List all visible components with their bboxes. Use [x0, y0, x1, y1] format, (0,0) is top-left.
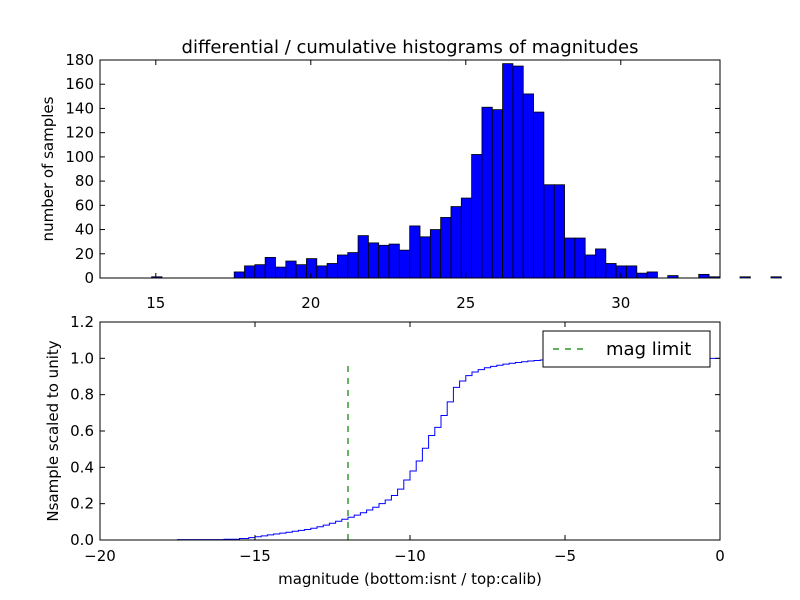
y-tick-label: 0.0 — [70, 531, 94, 549]
histogram-bar — [357, 235, 369, 279]
cumulative-ylabel: Nsample scaled to unity — [44, 340, 62, 521]
histogram-bar — [440, 217, 452, 279]
y-tick-label: 0.6 — [70, 422, 94, 440]
y-tick-label: 0.8 — [70, 386, 94, 404]
histogram-bar — [626, 265, 638, 279]
legend: mag limit — [542, 330, 711, 368]
histogram-bar — [533, 111, 545, 279]
histogram-bar — [584, 254, 596, 279]
histogram-ticks: 0 20 40 60 80 100 120 140 160 180 15 20 25 30 — [65, 51, 720, 312]
legend-label-mag-limit: mag limit — [606, 339, 691, 360]
histogram-bar — [316, 265, 328, 279]
histogram-bar — [409, 225, 421, 279]
histogram-bar — [429, 229, 442, 279]
histogram-bar — [398, 249, 411, 279]
histogram-bar — [254, 264, 266, 279]
y-tick-label: 1.0 — [70, 349, 94, 367]
histogram-bar — [295, 264, 307, 279]
x-tick-label: 25 — [456, 294, 475, 312]
histogram-bar — [388, 243, 400, 279]
histogram-bar — [615, 265, 627, 279]
histogram-bar — [460, 197, 473, 279]
y-tick-label: 160 — [65, 75, 94, 93]
histogram-bar — [543, 184, 555, 279]
y-tick-label: 100 — [65, 148, 94, 166]
x-tick-label: −20 — [84, 547, 116, 565]
x-tick-label: 30 — [611, 294, 630, 312]
histogram-bar — [770, 276, 782, 279]
histogram-bar — [491, 109, 503, 279]
cumulative-xlabel: magnitude (bottom:isnt / top:calib) — [278, 570, 542, 588]
histogram-bar — [275, 266, 287, 279]
histogram-bar — [471, 154, 483, 279]
histogram-bar — [522, 93, 534, 279]
histogram-ylabel: number of samples — [39, 96, 57, 241]
histogram-bar — [326, 263, 338, 279]
histogram-bar — [306, 258, 318, 279]
y-tick-label: 180 — [65, 51, 94, 69]
histogram-bar — [233, 271, 245, 279]
x-tick-label: 0 — [715, 547, 725, 565]
histogram-bar — [553, 184, 565, 279]
y-tick-label: 80 — [75, 172, 94, 190]
histogram-bar — [450, 206, 462, 279]
cumulative-lines — [100, 357, 721, 541]
y-tick-label: 0 — [84, 269, 94, 287]
histogram-bar — [574, 237, 586, 279]
cumulative-step-line — [100, 357, 721, 541]
histogram-bar — [419, 236, 431, 279]
histogram-bar — [367, 242, 380, 279]
histogram-bar — [347, 252, 359, 279]
cumulative-panel: 0.0 0.2 0.4 0.6 0.8 1.0 1.2 −20 −15 −10 −5 0 Nsampl… — [44, 313, 725, 588]
x-tick-label: −15 — [239, 547, 271, 565]
histogram-bar — [595, 248, 607, 279]
histogram-bar — [244, 265, 256, 279]
y-tick-label: 40 — [75, 221, 94, 239]
histogram-bars — [151, 63, 782, 279]
histogram-title: differential / cumulative histograms of … — [182, 37, 639, 58]
histogram-bar — [264, 257, 276, 279]
x-tick-label: −10 — [394, 547, 426, 565]
histogram-bar — [337, 254, 349, 279]
histogram-bar — [502, 63, 514, 279]
histogram-bar — [378, 244, 390, 279]
histogram-axes-frame — [99, 59, 721, 279]
x-tick-label: 20 — [301, 294, 320, 312]
x-tick-label: 15 — [146, 294, 165, 312]
histogram-bar — [605, 263, 617, 279]
histogram-bar — [646, 271, 658, 279]
y-tick-label: 140 — [65, 99, 94, 117]
y-tick-label: 0.2 — [70, 495, 94, 513]
y-tick-label: 1.2 — [70, 313, 94, 331]
histogram-bar — [636, 272, 648, 279]
histogram-bar — [512, 65, 524, 279]
histogram-bar — [739, 276, 751, 279]
y-tick-label: 120 — [65, 124, 94, 142]
y-tick-label: 60 — [75, 196, 94, 214]
histogram-bar — [564, 237, 576, 279]
cumulative-ticks: 0.0 0.2 0.4 0.6 0.8 1.0 1.2 −20 −15 −10 −5 0 — [70, 313, 725, 565]
y-tick-label: 0.4 — [70, 458, 94, 476]
x-tick-label: −5 — [554, 547, 576, 565]
histogram-panel: 0 20 40 60 80 100 120 140 160 180 15 20 25 30 differe… — [39, 37, 782, 312]
histogram-bar — [285, 260, 297, 279]
histogram-bar — [698, 273, 710, 279]
y-tick-label: 20 — [75, 245, 94, 263]
histogram-bar — [481, 106, 493, 279]
legend-box — [542, 330, 711, 368]
